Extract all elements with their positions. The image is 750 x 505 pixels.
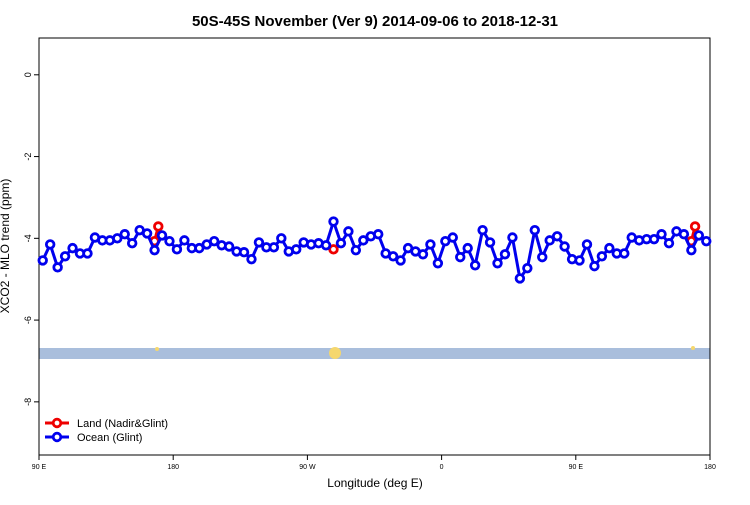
data-point bbox=[417, 249, 429, 260]
plot-frame bbox=[38, 37, 711, 456]
data-point bbox=[37, 255, 48, 266]
legend-marker bbox=[51, 417, 63, 429]
data-point bbox=[619, 248, 630, 259]
data-point bbox=[59, 251, 71, 262]
data-point bbox=[358, 235, 369, 246]
data-point bbox=[119, 229, 130, 240]
data-point bbox=[387, 251, 399, 262]
data-point bbox=[469, 260, 481, 271]
data-point bbox=[425, 239, 436, 250]
data-point bbox=[112, 233, 123, 244]
data-point bbox=[529, 224, 540, 236]
data-point bbox=[492, 258, 503, 269]
data-point bbox=[656, 229, 667, 240]
data-point bbox=[126, 238, 138, 249]
data-point bbox=[223, 241, 235, 252]
x-tick-label: 90 W bbox=[299, 464, 316, 471]
data-point bbox=[447, 232, 458, 243]
marker bbox=[155, 347, 159, 351]
data-point bbox=[253, 237, 265, 248]
marker bbox=[691, 346, 695, 350]
data-point bbox=[149, 244, 160, 256]
data-point bbox=[559, 241, 570, 252]
data-point bbox=[276, 233, 287, 244]
data-point bbox=[291, 244, 302, 255]
data-point bbox=[373, 229, 384, 240]
data-point bbox=[335, 238, 347, 249]
data-point bbox=[44, 239, 56, 250]
data-point bbox=[343, 226, 354, 237]
data-point bbox=[484, 237, 496, 248]
y-tick-label: -8 bbox=[23, 398, 33, 406]
data-point bbox=[328, 216, 339, 227]
data-point bbox=[238, 247, 250, 258]
data-point bbox=[604, 242, 615, 254]
data-point bbox=[701, 235, 712, 247]
y-axis-label: XCO2 - MLO trend (ppm) bbox=[0, 179, 12, 314]
x-tick-label: 90 E bbox=[569, 464, 584, 471]
legend-marker bbox=[51, 431, 63, 443]
data-point bbox=[320, 240, 332, 251]
data-point bbox=[141, 228, 153, 239]
data-point bbox=[648, 233, 660, 245]
legend-label: Land (Nadir&Glint) bbox=[77, 418, 168, 430]
data-point bbox=[693, 230, 705, 241]
data-point bbox=[574, 255, 585, 266]
data-point bbox=[589, 260, 600, 272]
coverage-band bbox=[39, 348, 710, 359]
data-point bbox=[462, 242, 473, 254]
data-point bbox=[514, 273, 526, 284]
data-point bbox=[581, 239, 593, 250]
data-point bbox=[477, 224, 488, 236]
data-point bbox=[209, 235, 220, 247]
x-tick-label: 0 bbox=[440, 464, 444, 471]
data-point bbox=[455, 251, 466, 263]
x-tick-label: 180 bbox=[167, 464, 179, 471]
data-point bbox=[350, 244, 362, 256]
data-point bbox=[499, 249, 511, 260]
marker bbox=[329, 347, 341, 359]
data-point bbox=[67, 242, 78, 254]
data-point bbox=[663, 238, 675, 249]
data-point bbox=[82, 248, 93, 259]
data-point bbox=[395, 255, 406, 266]
data-point bbox=[52, 262, 63, 273]
x-tick-label: 180 bbox=[704, 464, 716, 471]
data-point bbox=[537, 251, 548, 263]
data-point bbox=[551, 231, 563, 242]
data-point bbox=[686, 244, 697, 256]
data-point bbox=[678, 229, 690, 240]
data-point bbox=[171, 244, 183, 255]
data-point bbox=[179, 235, 190, 246]
x-axis-label: Longitude (deg E) bbox=[327, 476, 422, 490]
data-point bbox=[507, 232, 518, 243]
chart-title: 50S-45S November (Ver 9) 2014-09-06 to 2… bbox=[192, 13, 558, 30]
y-tick-label: -6 bbox=[23, 316, 33, 324]
y-tick-label: -4 bbox=[23, 234, 33, 242]
data-point bbox=[156, 230, 168, 241]
x-tick-label: 90 E bbox=[32, 464, 47, 471]
data-point bbox=[522, 262, 533, 274]
data-point bbox=[268, 242, 280, 253]
data-point bbox=[544, 235, 555, 246]
data-point bbox=[153, 221, 164, 232]
y-tick-label: -2 bbox=[23, 153, 33, 161]
data-point bbox=[246, 253, 257, 265]
data-point bbox=[164, 235, 175, 247]
data-point bbox=[432, 258, 444, 269]
data-point bbox=[328, 244, 339, 255]
series-line bbox=[153, 226, 697, 242]
y-tick-label: 0 bbox=[23, 72, 33, 77]
legend-label: Ocean (Glint) bbox=[77, 432, 142, 444]
data-point bbox=[689, 221, 701, 232]
data-point bbox=[596, 251, 608, 262]
